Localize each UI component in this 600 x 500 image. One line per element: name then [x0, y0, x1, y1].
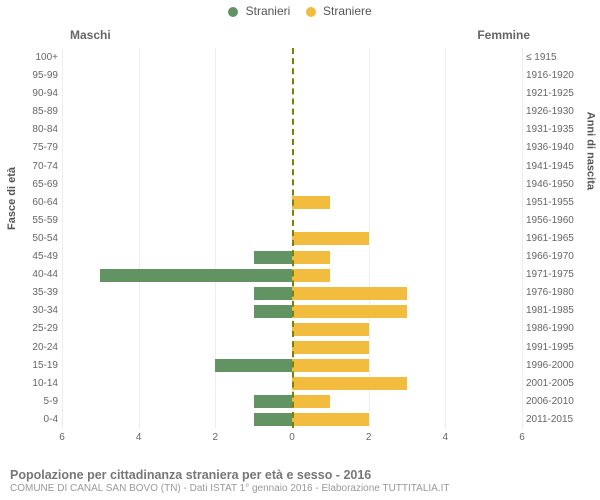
x-tick: 4	[443, 432, 449, 443]
y-axis-title-left: Fasce di età	[6, 167, 18, 230]
bar-male	[215, 359, 292, 372]
bar-female	[292, 395, 330, 408]
age-label: 95-99	[18, 70, 58, 81]
age-label: 100+	[18, 52, 58, 63]
bar-female	[292, 269, 330, 282]
bar-female	[292, 341, 369, 354]
legend: Stranieri Straniere	[0, 4, 600, 18]
legend-item-male: Stranieri	[228, 4, 290, 18]
birth-label: 1931-1935	[526, 124, 582, 135]
birth-label: 1996-2000	[526, 360, 582, 371]
age-label: 70-74	[18, 161, 58, 172]
birth-label: 2011-2015	[526, 414, 582, 425]
birth-label: 1941-1945	[526, 161, 582, 172]
birth-label: 1936-1940	[526, 142, 582, 153]
footer: Popolazione per cittadinanza straniera p…	[10, 468, 590, 494]
bar-female	[292, 196, 330, 209]
x-tick: 2	[213, 432, 219, 443]
birth-label: 2006-2010	[526, 396, 582, 407]
age-label: 30-34	[18, 305, 58, 316]
birth-label: 1926-1930	[526, 106, 582, 117]
bar-female	[292, 413, 369, 426]
age-label: 25-29	[18, 323, 58, 334]
bar-male	[254, 305, 292, 318]
age-label: 50-54	[18, 233, 58, 244]
bar-female	[292, 287, 407, 300]
footer-title: Popolazione per cittadinanza straniera p…	[10, 468, 590, 482]
age-label: 40-44	[18, 269, 58, 280]
bar-female	[292, 323, 369, 336]
birth-label: 1946-1950	[526, 179, 582, 190]
age-label: 80-84	[18, 124, 58, 135]
center-axis	[292, 48, 294, 428]
bar-female	[292, 377, 407, 390]
legend-label-female: Straniere	[323, 4, 372, 18]
birth-label: 1951-1955	[526, 197, 582, 208]
age-label: 5-9	[18, 396, 58, 407]
birth-label: 1956-1960	[526, 215, 582, 226]
x-tick: 2	[366, 432, 372, 443]
y-axis-title-right: Anni di nascita	[584, 112, 596, 190]
age-label: 60-64	[18, 197, 58, 208]
age-label: 0-4	[18, 414, 58, 425]
birth-label: 1971-1975	[526, 269, 582, 280]
bar-female	[292, 359, 369, 372]
x-axis: 6 4 2 0 2 4 6	[62, 432, 522, 446]
birth-label: 2001-2005	[526, 378, 582, 389]
legend-item-female: Straniere	[306, 4, 372, 18]
x-tick: 0	[289, 432, 295, 443]
legend-swatch-female	[306, 7, 316, 17]
birth-label: ≤ 1915	[526, 52, 582, 63]
bar-male	[254, 395, 292, 408]
birth-label: 1916-1920	[526, 70, 582, 81]
bar-male	[254, 413, 292, 426]
footer-subtitle: COMUNE DI CANAL SAN BOVO (TN) - Dati IST…	[10, 483, 590, 494]
birth-label: 1961-1965	[526, 233, 582, 244]
age-label: 10-14	[18, 378, 58, 389]
bar-female	[292, 305, 407, 318]
gridline	[522, 48, 523, 428]
age-label: 15-19	[18, 360, 58, 371]
birth-label: 1976-1980	[526, 287, 582, 298]
age-label: 45-49	[18, 251, 58, 262]
legend-label-male: Stranieri	[246, 4, 291, 18]
bar-female	[292, 251, 330, 264]
bar-male	[254, 287, 292, 300]
birth-label: 1921-1925	[526, 88, 582, 99]
x-tick: 6	[519, 432, 525, 443]
pyramid-plot: 100+≤ 191595-991916-192090-941921-192585…	[62, 48, 522, 428]
age-label: 90-94	[18, 88, 58, 99]
birth-label: 1966-1970	[526, 251, 582, 262]
x-tick: 6	[59, 432, 65, 443]
birth-label: 1986-1990	[526, 323, 582, 334]
age-label: 55-59	[18, 215, 58, 226]
age-label: 85-89	[18, 106, 58, 117]
x-tick: 4	[136, 432, 142, 443]
bar-male	[100, 269, 292, 282]
age-label: 65-69	[18, 179, 58, 190]
panel-label-female: Femmine	[477, 28, 530, 42]
age-label: 35-39	[18, 287, 58, 298]
bar-female	[292, 232, 369, 245]
age-label: 20-24	[18, 342, 58, 353]
birth-label: 1981-1985	[526, 305, 582, 316]
birth-label: 1991-1995	[526, 342, 582, 353]
legend-swatch-male	[228, 7, 238, 17]
age-label: 75-79	[18, 142, 58, 153]
bar-male	[254, 251, 292, 264]
panel-label-male: Maschi	[70, 28, 111, 42]
